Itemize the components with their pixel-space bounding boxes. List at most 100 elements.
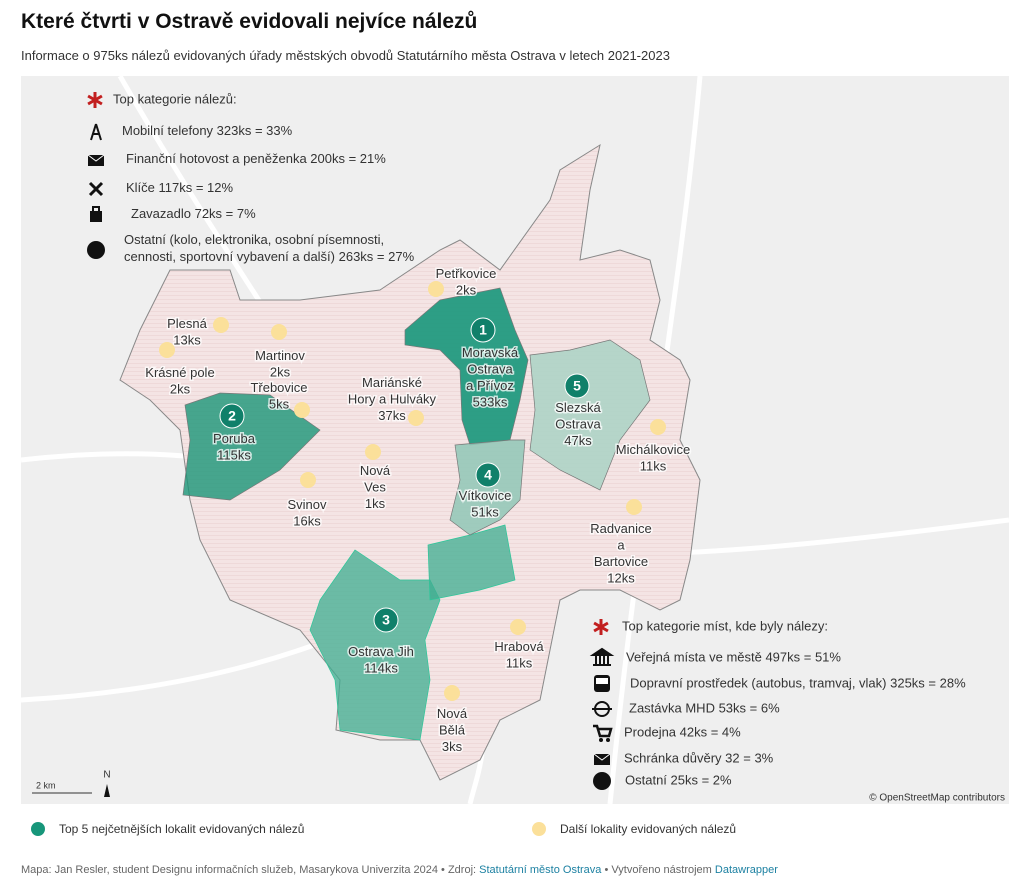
city-boundary [119,143,701,781]
title: Které čtvrti v Ostravě evidovali nejvíce… [21,10,478,33]
asterisk-icon [87,92,103,108]
label-line: 12ks [607,571,635,586]
label: Slezská Ostrava 47ks [555,400,601,448]
label-line: Hrabová [494,639,544,654]
label-line: Klíče 117ks = 12% [126,180,234,195]
source-link[interactable]: Statutární město Ostrava [479,864,602,876]
rank-number: 2 [228,408,236,424]
label-line: Třebovice [250,380,307,395]
rank-number: 5 [573,378,581,394]
label-line: 533ks [473,395,508,410]
rank-marker [373,607,399,633]
label-line: Krásné pole [145,365,214,380]
label: Ostatní (kolo, elektronika, osobní písem… [124,232,415,264]
asterisk-stroke [593,621,609,633]
district-area [182,392,321,501]
label: Vítkovice 51ks [459,488,512,520]
north-label: N [103,770,110,781]
district-marker [408,410,424,426]
label-line: Moravská [462,345,519,360]
legend-title: Top kategorie nálezů: [113,91,237,106]
label: Ostrava Jih 114ks [348,644,414,676]
district-marker [271,324,287,340]
district-marker [444,685,460,701]
label-line: 11ks [506,656,533,671]
district-marker [213,317,229,333]
label-line: Plesná [167,316,208,331]
legend-title: Top kategorie míst, kde byly nálezy: [622,618,828,633]
footer: Mapa: Jan Resler, student Designu inform… [21,864,778,876]
legend-top5: Top 5 nejčetnějších lokalit evidovaných … [31,822,304,836]
scale-bar: 2 km N [32,770,111,797]
label-line: Slezská [555,400,601,415]
icon [593,753,611,761]
legend-item: Schránka důvěry 32 = 3% [624,750,774,765]
rank-number: 1 [479,322,487,338]
tool-link[interactable]: Datawrapper [714,864,778,876]
label-line: 115ks [217,448,251,463]
label: Mariánské Hory a Hulváky 37ks [348,375,437,423]
asterisk-icon [593,619,609,635]
label-line: 5ks [269,397,290,412]
icon [606,738,610,742]
label: Plesná 13ks [167,316,208,348]
attribution: © OpenStreetMap contributors [869,793,1005,804]
label-line: Zavazadlo 72ks = 7% [131,206,256,221]
label-line: Svinov [287,497,327,512]
credit: Mapa: Jan Resler, student Designu inform… [21,864,480,876]
label-line: Radvanice [590,521,651,536]
district-marker [626,499,642,515]
district-marker [300,472,316,488]
icon [593,724,613,738]
rank-marker [564,373,590,399]
label-line: 16ks [293,514,321,529]
label-line: 37ks [378,408,406,423]
rank-marker [470,317,496,343]
label: Radvanice a Bartovice 12ks [590,521,651,586]
label-line: 114ks [364,661,398,676]
label-line: Poruba [213,431,256,446]
legend-label: Další lokality evidovaných nálezů [560,822,737,836]
label: Finanční hotovost a peněženka 200ks = 21… [126,151,386,166]
label-line: Martinov [255,348,305,363]
made-with: • Vytvořeno nástrojem [601,864,715,876]
district-marker [510,619,526,635]
district-area [309,549,441,741]
label-line: Ostrava [467,362,513,377]
label: Martinov 2ks [255,348,305,380]
subtitle: Informace o 975ks nálezů evidovaných úřa… [21,48,670,63]
district-marker [294,402,310,418]
label: Třebovice 5ks [250,380,307,412]
label: Svinov 16ks [287,497,327,529]
label: Mobilní telefony 323ks = 33% [122,123,293,138]
district-marker [365,444,381,460]
label-line: Bartovice [594,554,648,569]
label-line: a Přívoz [466,378,514,393]
label: Poruba 115ks [213,431,256,463]
label-line: a [617,538,625,553]
label-line: Ves [364,480,386,495]
label: Nová Bělá 3ks [437,706,468,754]
label-line: 2ks [456,283,477,298]
map: 2 km N © OpenStreetMap contributors Petř… [21,76,1009,804]
label-line: cennosti, sportovní vybavení a další) 26… [124,249,415,264]
label-line: 1ks [365,496,386,511]
label-line: Finanční hotovost a peněženka 200ks = 21… [126,151,386,166]
label-line: Michálkovice [616,442,690,457]
label: Nová Ves 1ks [360,463,391,511]
rank-marker [475,462,501,488]
label-line: Petřkovice [436,266,497,281]
rank-number: 3 [382,612,390,628]
legend-other: Další lokality evidovaných nálezů [532,822,736,836]
label: Krásné pole 2ks [145,365,214,397]
district-marker [159,342,175,358]
label-line: 13ks [173,333,201,348]
legend-item: Ostatní 25ks = 2% [625,772,732,787]
label-line: Hory a Hulváky [348,392,437,407]
icon [599,738,603,742]
label-line: Mariánské [362,375,422,390]
rank-marker [219,403,245,429]
icon [589,647,615,666]
icon [87,154,105,162]
